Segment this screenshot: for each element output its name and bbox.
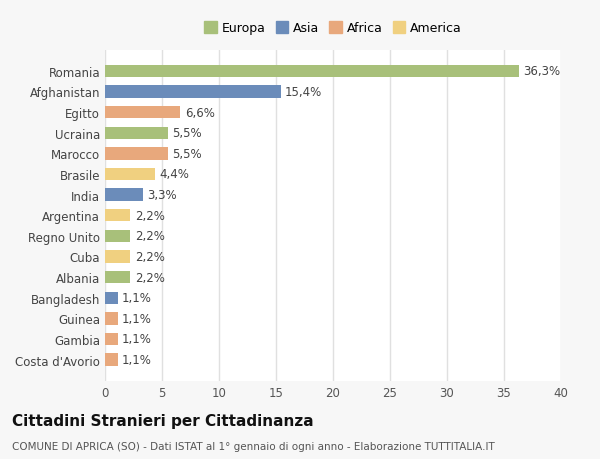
Bar bbox=[105, 127, 168, 140]
Text: 1,1%: 1,1% bbox=[122, 291, 152, 304]
Bar bbox=[105, 230, 130, 242]
Text: 36,3%: 36,3% bbox=[523, 65, 560, 78]
Bar bbox=[105, 353, 118, 366]
Text: 4,4%: 4,4% bbox=[160, 168, 190, 181]
Bar bbox=[105, 313, 118, 325]
Text: 2,2%: 2,2% bbox=[134, 209, 164, 222]
Bar bbox=[105, 106, 180, 119]
Bar bbox=[105, 292, 118, 304]
Bar bbox=[105, 86, 281, 98]
Bar bbox=[105, 189, 143, 202]
Text: 5,5%: 5,5% bbox=[172, 147, 202, 161]
Text: 3,3%: 3,3% bbox=[147, 189, 177, 202]
Text: 2,2%: 2,2% bbox=[134, 271, 164, 284]
Text: 2,2%: 2,2% bbox=[134, 230, 164, 243]
Text: 5,5%: 5,5% bbox=[172, 127, 202, 140]
Text: 2,2%: 2,2% bbox=[134, 251, 164, 263]
Text: 1,1%: 1,1% bbox=[122, 312, 152, 325]
Text: COMUNE DI APRICA (SO) - Dati ISTAT al 1° gennaio di ogni anno - Elaborazione TUT: COMUNE DI APRICA (SO) - Dati ISTAT al 1°… bbox=[12, 441, 495, 451]
Bar bbox=[105, 271, 130, 284]
Bar bbox=[105, 66, 519, 78]
Bar bbox=[105, 251, 130, 263]
Bar bbox=[105, 333, 118, 345]
Bar bbox=[105, 148, 168, 160]
Text: 1,1%: 1,1% bbox=[122, 333, 152, 346]
Text: Cittadini Stranieri per Cittadinanza: Cittadini Stranieri per Cittadinanza bbox=[12, 413, 314, 428]
Bar bbox=[105, 168, 155, 181]
Text: 15,4%: 15,4% bbox=[285, 86, 322, 99]
Text: 6,6%: 6,6% bbox=[185, 106, 215, 119]
Legend: Europa, Asia, Africa, America: Europa, Asia, Africa, America bbox=[202, 20, 464, 38]
Bar bbox=[105, 210, 130, 222]
Text: 1,1%: 1,1% bbox=[122, 353, 152, 366]
